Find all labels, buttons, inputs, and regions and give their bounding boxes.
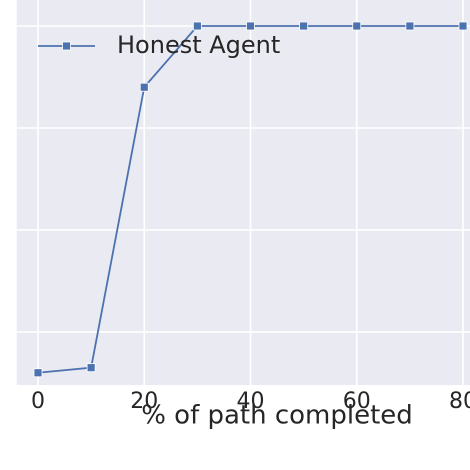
marker [352, 21, 362, 31]
x-tick-label: 60 [343, 389, 371, 414]
x-tick-label: 20 [130, 389, 158, 414]
legend-marker [62, 41, 71, 51]
plot-background [16, 0, 470, 385]
x-tick-label: 0 [31, 389, 45, 414]
marker [86, 363, 96, 373]
x-axis-label: % of path completed [141, 401, 413, 431]
legend-label: Honest Agent [117, 31, 280, 59]
marker [299, 21, 309, 31]
marker [246, 21, 255, 31]
x-tick-label: 40 [237, 389, 265, 414]
marker [139, 82, 149, 92]
marker [192, 21, 202, 31]
marker [33, 368, 43, 378]
x-tick-label: 80 [449, 389, 470, 414]
plot-area [16, 0, 470, 385]
axes: 0 20 40 60 80 Honest Agent [31, 31, 470, 414]
marker [405, 21, 415, 31]
marker [458, 21, 468, 31]
